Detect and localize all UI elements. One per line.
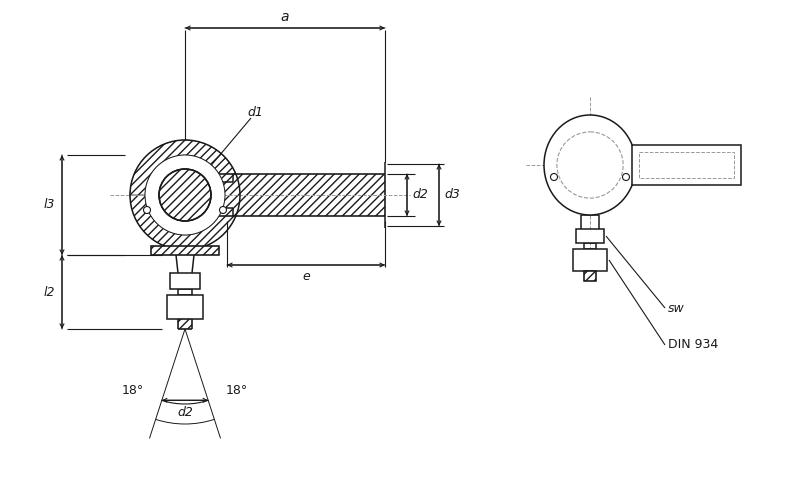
Circle shape	[622, 173, 630, 180]
Text: l3: l3	[43, 199, 54, 212]
Text: a: a	[281, 10, 290, 24]
Bar	[151, 246, 219, 255]
Ellipse shape	[544, 115, 636, 215]
Text: sw: sw	[668, 301, 685, 314]
Text: l2: l2	[43, 286, 54, 299]
Circle shape	[143, 206, 150, 214]
Text: 18°: 18°	[122, 384, 144, 397]
Bar	[213, 174, 385, 216]
Text: d2: d2	[177, 406, 193, 419]
Bar	[151, 246, 219, 255]
Bar	[213, 174, 385, 216]
Bar	[576, 229, 604, 243]
Circle shape	[159, 169, 211, 221]
Circle shape	[145, 155, 225, 235]
Text: DIN 934: DIN 934	[668, 338, 718, 351]
Bar	[632, 145, 741, 185]
Bar	[170, 273, 200, 289]
Circle shape	[550, 173, 558, 180]
Text: d1: d1	[247, 106, 263, 119]
Bar	[584, 271, 596, 281]
Bar	[573, 249, 607, 271]
Bar	[584, 271, 596, 281]
Bar	[639, 152, 734, 178]
Circle shape	[219, 206, 226, 214]
Bar	[167, 295, 203, 319]
Text: e: e	[302, 269, 310, 283]
Bar	[178, 319, 192, 329]
Text: d3: d3	[444, 189, 460, 202]
Text: d2: d2	[412, 189, 428, 202]
Text: 18°: 18°	[226, 384, 248, 397]
